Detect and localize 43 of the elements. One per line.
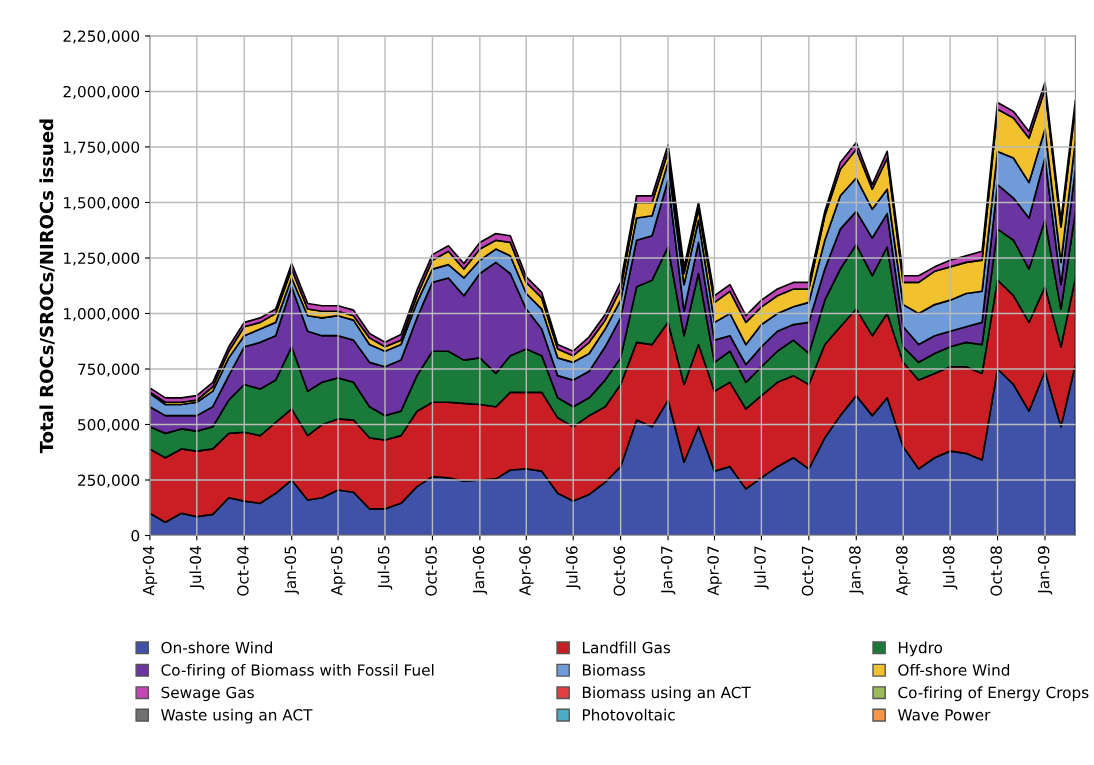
x-tick-label: Jan-07 xyxy=(660,546,676,595)
y-tick-label: 250,000 xyxy=(78,474,140,488)
y-tick-label: 2,250,000 xyxy=(63,30,140,44)
y-tick-label: 1,000,000 xyxy=(64,307,140,322)
y-tick-label: 0 xyxy=(131,529,140,542)
legend-label: Off-shore Wind xyxy=(898,663,1010,676)
x-tick-label: Jan-06 xyxy=(472,546,488,595)
x-tick-label: Jul-06 xyxy=(565,546,581,590)
legend-label: Biomass using an ACT xyxy=(582,686,751,702)
legend-label: Wave Power xyxy=(897,709,991,721)
x-tick-label: Jan-08 xyxy=(849,546,864,595)
y-axis-title: Total ROCs/SROCs/NIROCs issued xyxy=(39,119,55,454)
legend-label: Photovoltaic xyxy=(582,708,675,721)
x-tick-label: Apr-05 xyxy=(330,546,346,596)
legend-label: Co-firing of Biomass with Fossil Fuel xyxy=(161,663,434,679)
y-tick-label: 1,500,000 xyxy=(64,196,140,211)
legend-label: Hydro xyxy=(898,641,943,657)
x-tick-label: Oct-08 xyxy=(990,546,1002,596)
y-tick-label: 2,000,000 xyxy=(63,85,140,100)
legend-label: Landfill Gas xyxy=(582,641,671,654)
x-tick-label: Jul-05 xyxy=(377,546,393,590)
y-tick-label: 500,000 xyxy=(78,418,140,433)
x-tick-label: Oct-05 xyxy=(425,546,437,596)
x-tick-label: Apr-04 xyxy=(142,546,158,596)
legend-label: Biomass xyxy=(582,663,645,676)
x-tick-label: Oct-04 xyxy=(237,546,249,596)
y-tick-label: 750,000 xyxy=(78,363,140,377)
x-tick-label: Jul-04 xyxy=(189,546,205,590)
x-tick-label: Jan-05 xyxy=(284,546,299,595)
x-tick-label: Jul-08 xyxy=(942,546,958,590)
legend-label: Sewage Gas xyxy=(161,686,254,702)
legend-label: Co-firing of Energy Crops xyxy=(898,686,1089,702)
x-tick-label: Jan-09 xyxy=(1037,546,1053,595)
y-tick-label: 1,750,000 xyxy=(64,141,140,155)
x-tick-label: Jul-07 xyxy=(754,546,769,590)
x-tick-label: Apr-08 xyxy=(896,546,911,596)
y-tick-label: 1,250,000 xyxy=(64,252,140,266)
legend-label: Waste using an ACT xyxy=(161,708,313,724)
x-tick-label: Apr-06 xyxy=(519,546,534,596)
x-tick-label: Oct-07 xyxy=(801,546,814,596)
legend-label: On-shore Wind xyxy=(161,641,272,654)
x-tick-label: Oct-06 xyxy=(613,546,626,596)
x-tick-label: Apr-07 xyxy=(707,546,722,596)
